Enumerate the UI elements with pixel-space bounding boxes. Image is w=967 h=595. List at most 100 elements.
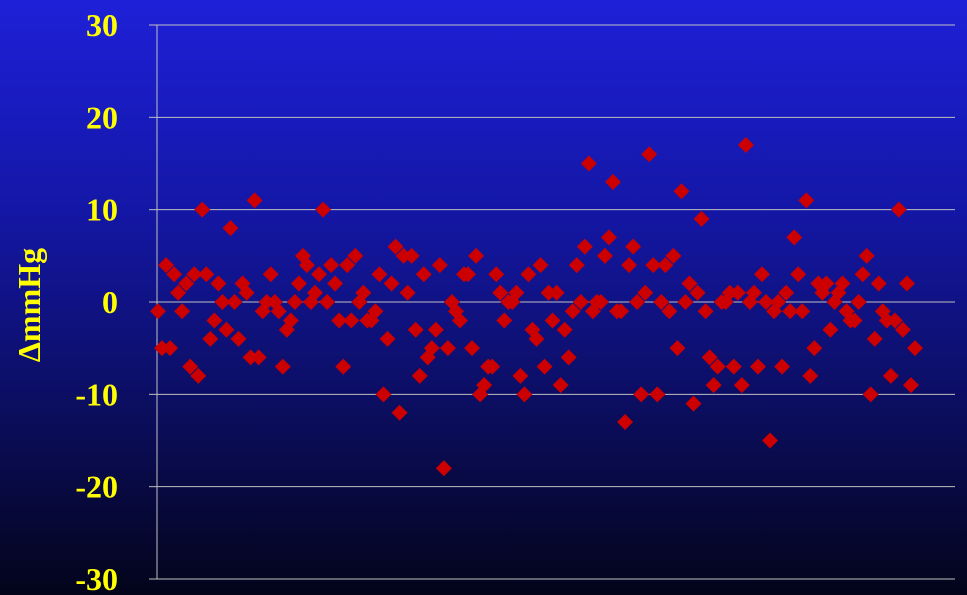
data-point bbox=[540, 284, 557, 301]
data-point bbox=[395, 247, 412, 264]
data-point bbox=[182, 358, 199, 375]
data-point bbox=[669, 340, 686, 357]
data-point bbox=[460, 266, 477, 283]
data-points bbox=[150, 137, 923, 477]
data-point bbox=[250, 349, 267, 366]
data-point bbox=[206, 312, 223, 329]
data-point bbox=[580, 155, 597, 172]
data-point bbox=[520, 266, 537, 283]
data-point bbox=[858, 247, 875, 264]
y-tick-label: 10 bbox=[86, 192, 118, 228]
data-point bbox=[355, 284, 372, 301]
data-point bbox=[311, 266, 328, 283]
data-point bbox=[331, 312, 348, 329]
data-point bbox=[657, 257, 674, 274]
data-point bbox=[802, 367, 819, 384]
data-point bbox=[427, 321, 444, 338]
data-point bbox=[790, 266, 807, 283]
data-point bbox=[794, 303, 811, 320]
data-point bbox=[745, 284, 762, 301]
data-point bbox=[190, 367, 207, 384]
y-tick-label: -10 bbox=[75, 376, 118, 412]
data-point bbox=[605, 173, 622, 190]
data-point bbox=[375, 386, 392, 403]
data-point bbox=[431, 257, 448, 274]
data-point bbox=[629, 294, 646, 310]
data-point bbox=[246, 192, 263, 209]
data-point bbox=[721, 284, 738, 301]
data-point bbox=[274, 358, 291, 375]
data-point bbox=[516, 386, 533, 403]
data-point bbox=[383, 275, 400, 292]
data-point bbox=[818, 275, 835, 292]
data-point bbox=[729, 284, 746, 301]
data-point bbox=[548, 284, 565, 301]
data-point bbox=[423, 340, 440, 357]
data-point bbox=[411, 367, 428, 384]
data-point bbox=[625, 238, 642, 255]
data-point bbox=[270, 303, 287, 320]
data-point bbox=[339, 257, 356, 274]
data-point bbox=[194, 201, 211, 218]
data-point bbox=[294, 247, 311, 264]
data-point bbox=[882, 367, 899, 384]
data-point bbox=[834, 275, 851, 292]
data-point bbox=[552, 377, 569, 394]
data-point bbox=[282, 312, 299, 329]
data-point bbox=[705, 377, 722, 394]
data-point bbox=[701, 349, 718, 366]
data-point bbox=[492, 284, 509, 301]
data-point bbox=[786, 229, 803, 246]
data-point bbox=[641, 146, 658, 163]
data-point bbox=[749, 358, 766, 375]
data-point bbox=[870, 275, 887, 292]
data-point bbox=[866, 330, 883, 347]
data-point bbox=[198, 266, 215, 283]
data-point bbox=[262, 266, 279, 283]
data-point bbox=[399, 284, 416, 301]
y-tick-label: -30 bbox=[75, 561, 118, 595]
data-point bbox=[230, 330, 247, 347]
data-point bbox=[286, 294, 303, 310]
data-point bbox=[166, 266, 183, 283]
data-point bbox=[681, 275, 698, 292]
data-point bbox=[649, 386, 666, 403]
data-point bbox=[327, 275, 344, 292]
data-point bbox=[782, 303, 799, 320]
data-point bbox=[568, 257, 585, 274]
data-point bbox=[673, 183, 690, 200]
data-point bbox=[387, 238, 404, 255]
data-point bbox=[210, 275, 227, 292]
data-point bbox=[170, 284, 187, 301]
data-point bbox=[596, 247, 613, 264]
data-point bbox=[778, 284, 795, 301]
data-point bbox=[890, 201, 907, 218]
data-point bbox=[665, 247, 682, 264]
data-point bbox=[846, 312, 863, 329]
y-axis-label: ΔmmHg bbox=[11, 248, 47, 362]
y-tick-label: 30 bbox=[86, 7, 118, 43]
data-point bbox=[737, 137, 754, 154]
data-point bbox=[645, 257, 662, 274]
data-point bbox=[391, 404, 408, 421]
data-point bbox=[576, 238, 593, 255]
data-point bbox=[560, 349, 577, 366]
data-point bbox=[218, 321, 235, 338]
data-point bbox=[319, 294, 336, 310]
data-point bbox=[258, 294, 275, 310]
data-point bbox=[653, 294, 670, 310]
data-point bbox=[907, 340, 923, 357]
data-point bbox=[850, 294, 867, 310]
data-point bbox=[556, 321, 573, 338]
data-point bbox=[725, 358, 742, 375]
data-point bbox=[774, 358, 791, 375]
data-point bbox=[733, 377, 750, 394]
data-point bbox=[315, 201, 332, 218]
data-point bbox=[854, 266, 871, 283]
data-point bbox=[758, 294, 775, 310]
data-point bbox=[600, 229, 617, 246]
data-point bbox=[403, 247, 420, 264]
data-point bbox=[617, 414, 634, 431]
data-point bbox=[878, 312, 895, 329]
data-point bbox=[202, 330, 219, 347]
